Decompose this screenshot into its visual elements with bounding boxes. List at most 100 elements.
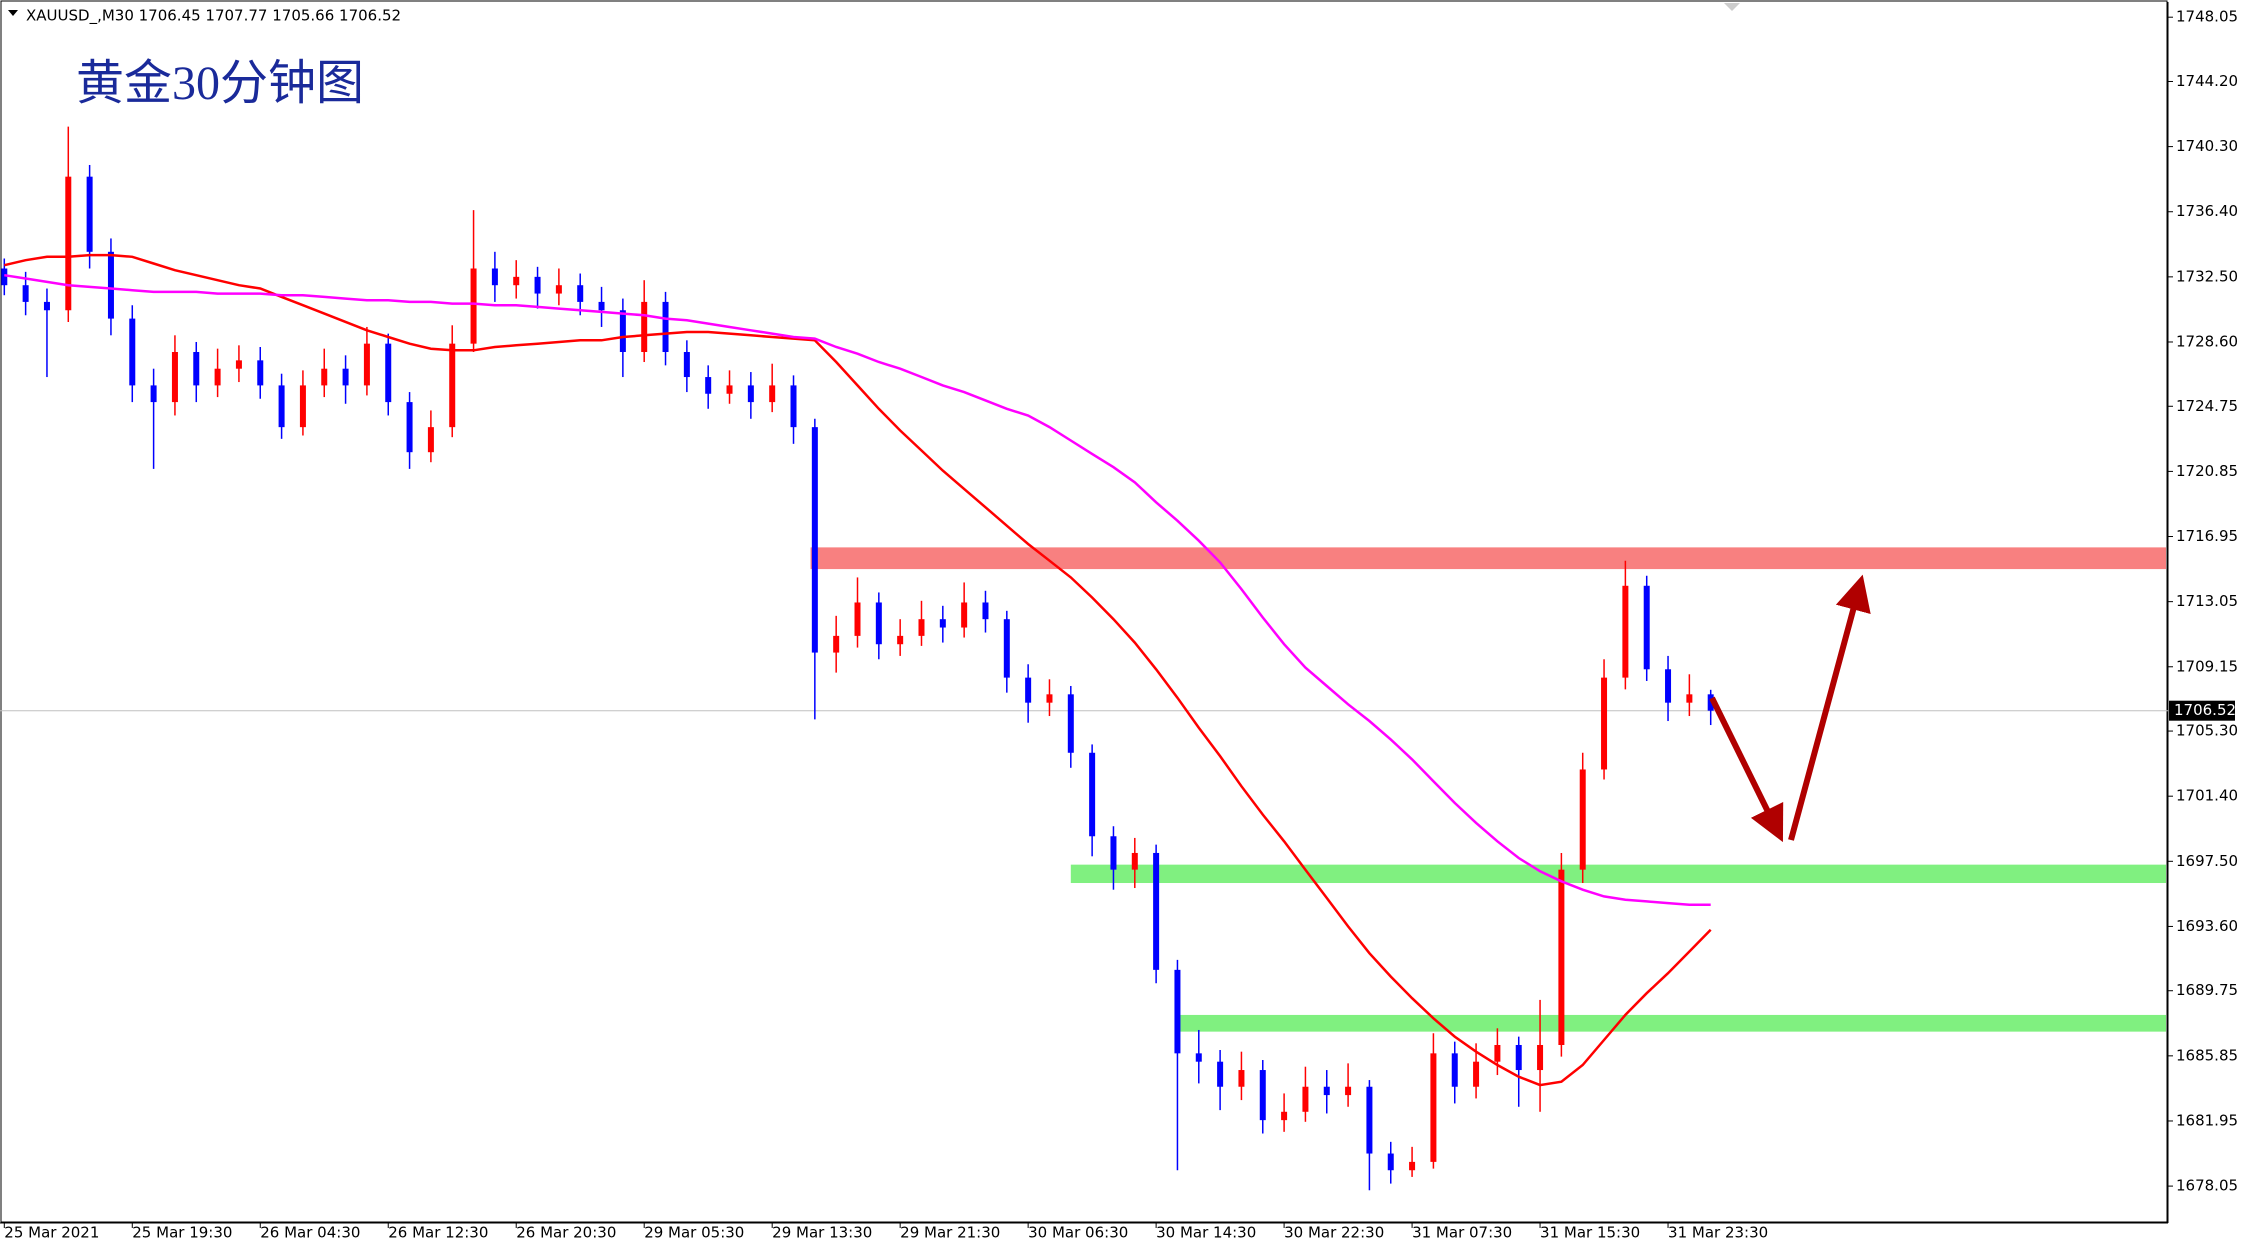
candle-body xyxy=(449,343,456,428)
x-tick-label: 29 Mar 21:30 xyxy=(900,1224,1000,1242)
candle-body xyxy=(1323,1086,1330,1096)
price-zone xyxy=(810,547,2166,570)
y-tick-label: 1728.60 xyxy=(2176,332,2238,350)
candle-body xyxy=(1601,677,1608,770)
candle-body xyxy=(1345,1086,1352,1096)
candle-body xyxy=(811,427,818,653)
candle-body xyxy=(321,368,328,386)
candle-body xyxy=(1110,836,1117,870)
x-tick-label: 29 Mar 13:30 xyxy=(772,1224,872,1242)
candle-body xyxy=(86,176,93,252)
candle-body xyxy=(1174,969,1181,1054)
candle-body xyxy=(1281,1111,1288,1121)
y-tick-label: 1736.40 xyxy=(2176,202,2238,220)
x-tick-label: 30 Mar 06:30 xyxy=(1028,1224,1128,1242)
candle-body xyxy=(1707,694,1714,711)
candle-body xyxy=(342,368,349,386)
x-tick-label: 25 Mar 2021 xyxy=(4,1224,99,1242)
candle-body xyxy=(1217,1061,1224,1087)
y-tick-label: 1732.50 xyxy=(2176,267,2238,285)
candle-body xyxy=(1259,1070,1266,1121)
annotation-arrows xyxy=(1709,574,1871,843)
candle-body xyxy=(1494,1044,1501,1062)
candle-body xyxy=(278,385,285,428)
zones xyxy=(810,547,2166,1032)
candle-body xyxy=(513,276,520,286)
candle-body xyxy=(427,427,434,453)
candle-body xyxy=(918,619,925,636)
candle-body xyxy=(1409,1161,1416,1171)
shift-marker xyxy=(1724,3,1740,11)
candle-body xyxy=(1451,1053,1458,1087)
candle-body xyxy=(619,310,626,353)
candle-body xyxy=(1302,1086,1309,1112)
moving-average xyxy=(4,273,1711,906)
candle-body xyxy=(406,402,413,453)
candle-body xyxy=(1131,852,1138,870)
candle-body xyxy=(257,360,264,386)
candle-body xyxy=(641,301,648,353)
x-tick-label: 25 Mar 19:30 xyxy=(132,1224,232,1242)
candle-body xyxy=(1430,1053,1437,1162)
candle-body xyxy=(1686,694,1693,703)
y-tick-label: 1678.05 xyxy=(2176,1177,2238,1195)
y-tick-label: 1748.05 xyxy=(2176,8,2238,26)
x-tick-label: 29 Mar 05:30 xyxy=(644,1224,744,1242)
candle-body xyxy=(1387,1153,1394,1171)
candle-body xyxy=(1,268,8,286)
y-tick-label: 1740.30 xyxy=(2176,137,2238,155)
x-tick-label: 31 Mar 15:30 xyxy=(1540,1224,1640,1242)
candle-body xyxy=(363,343,370,386)
x-tick-label: 26 Mar 12:30 xyxy=(388,1224,488,1242)
candle-body xyxy=(1366,1086,1373,1154)
candle-body xyxy=(235,360,242,369)
candle-body xyxy=(598,301,605,311)
candle-body xyxy=(555,285,562,294)
y-tick-label: 1709.15 xyxy=(2176,657,2238,675)
x-tick-label: 31 Mar 23:30 xyxy=(1668,1224,1768,1242)
symbol-header: XAUUSD_,M30 1706.45 1707.77 1705.66 1706… xyxy=(26,7,401,26)
y-tick-label: 1724.75 xyxy=(2176,397,2238,415)
last-price-box xyxy=(2169,700,2235,721)
candle-body xyxy=(1579,769,1586,870)
arrow-up xyxy=(1788,574,1871,841)
candle-body xyxy=(662,301,669,353)
candle-body xyxy=(683,352,690,378)
candle-body xyxy=(1195,1053,1202,1062)
candle-body xyxy=(1643,585,1650,670)
candle-body xyxy=(1089,752,1096,837)
candle-body xyxy=(470,268,477,344)
candle-body xyxy=(1153,852,1160,970)
x-tick-label: 30 Mar 22:30 xyxy=(1284,1224,1384,1242)
candle-body xyxy=(577,285,584,302)
candle-body xyxy=(1622,585,1629,678)
y-tick-label: 1716.95 xyxy=(2176,527,2238,545)
last-price-label: 1706.52 xyxy=(2174,701,2236,719)
candle-body xyxy=(747,385,754,403)
y-tick-label: 1685.85 xyxy=(2176,1046,2238,1064)
y-tick-label: 1713.05 xyxy=(2176,592,2238,610)
moving-average xyxy=(4,253,1712,1087)
candle-body xyxy=(854,602,861,636)
price-zone xyxy=(1070,864,2166,884)
y-tick-label: 1681.95 xyxy=(2176,1111,2238,1129)
y-tick-label: 1701.40 xyxy=(2176,787,2238,805)
x-tick-label: 30 Mar 14:30 xyxy=(1156,1224,1256,1242)
candle-body xyxy=(22,285,29,302)
y-tick-label: 1705.30 xyxy=(2176,722,2238,740)
candle-body xyxy=(1003,619,1010,678)
y-tick-label: 1744.20 xyxy=(2176,72,2238,90)
candle-body xyxy=(726,385,733,394)
candle-body xyxy=(1238,1070,1245,1087)
plot-frame xyxy=(0,0,2168,1223)
candle-body xyxy=(214,368,221,386)
price-zone xyxy=(1177,1014,2166,1032)
y-tick-label: 1697.50 xyxy=(2176,852,2238,870)
menu-triangle[interactable] xyxy=(8,10,18,16)
chart-title: 黄金30分钟图 xyxy=(76,57,364,110)
candle-body xyxy=(1046,694,1053,703)
candle-body xyxy=(385,343,392,403)
